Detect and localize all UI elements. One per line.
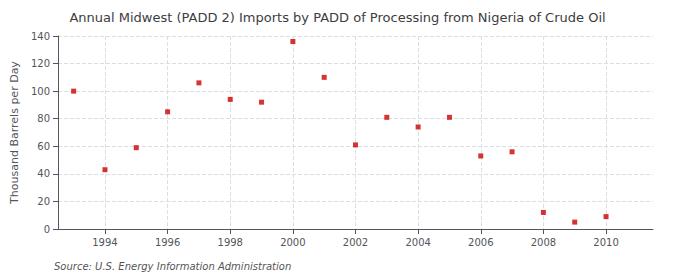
svg-text:2008: 2008: [531, 237, 556, 248]
svg-text:120: 120: [31, 58, 50, 69]
svg-text:60: 60: [37, 141, 50, 152]
svg-text:1996: 1996: [155, 237, 180, 248]
svg-text:2002: 2002: [343, 237, 368, 248]
svg-text:Source: U.S. Energy Informatio: Source: U.S. Energy Information Administ…: [54, 261, 291, 272]
svg-text:1998: 1998: [218, 237, 243, 248]
svg-text:2000: 2000: [280, 237, 305, 248]
svg-text:140: 140: [31, 31, 50, 42]
svg-text:0: 0: [44, 224, 50, 235]
svg-text:Thousand Barrels per Day: Thousand Barrels per Day: [8, 61, 21, 205]
svg-text:Annual Midwest (PADD 2) Import: Annual Midwest (PADD 2) Imports by PADD …: [69, 10, 605, 25]
svg-text:100: 100: [31, 86, 50, 97]
svg-text:2010: 2010: [593, 237, 618, 248]
svg-text:2004: 2004: [405, 237, 430, 248]
svg-text:80: 80: [37, 113, 50, 124]
svg-text:2006: 2006: [468, 237, 493, 248]
svg-text:40: 40: [37, 168, 50, 179]
svg-text:1994: 1994: [92, 237, 117, 248]
svg-text:20: 20: [37, 196, 50, 207]
